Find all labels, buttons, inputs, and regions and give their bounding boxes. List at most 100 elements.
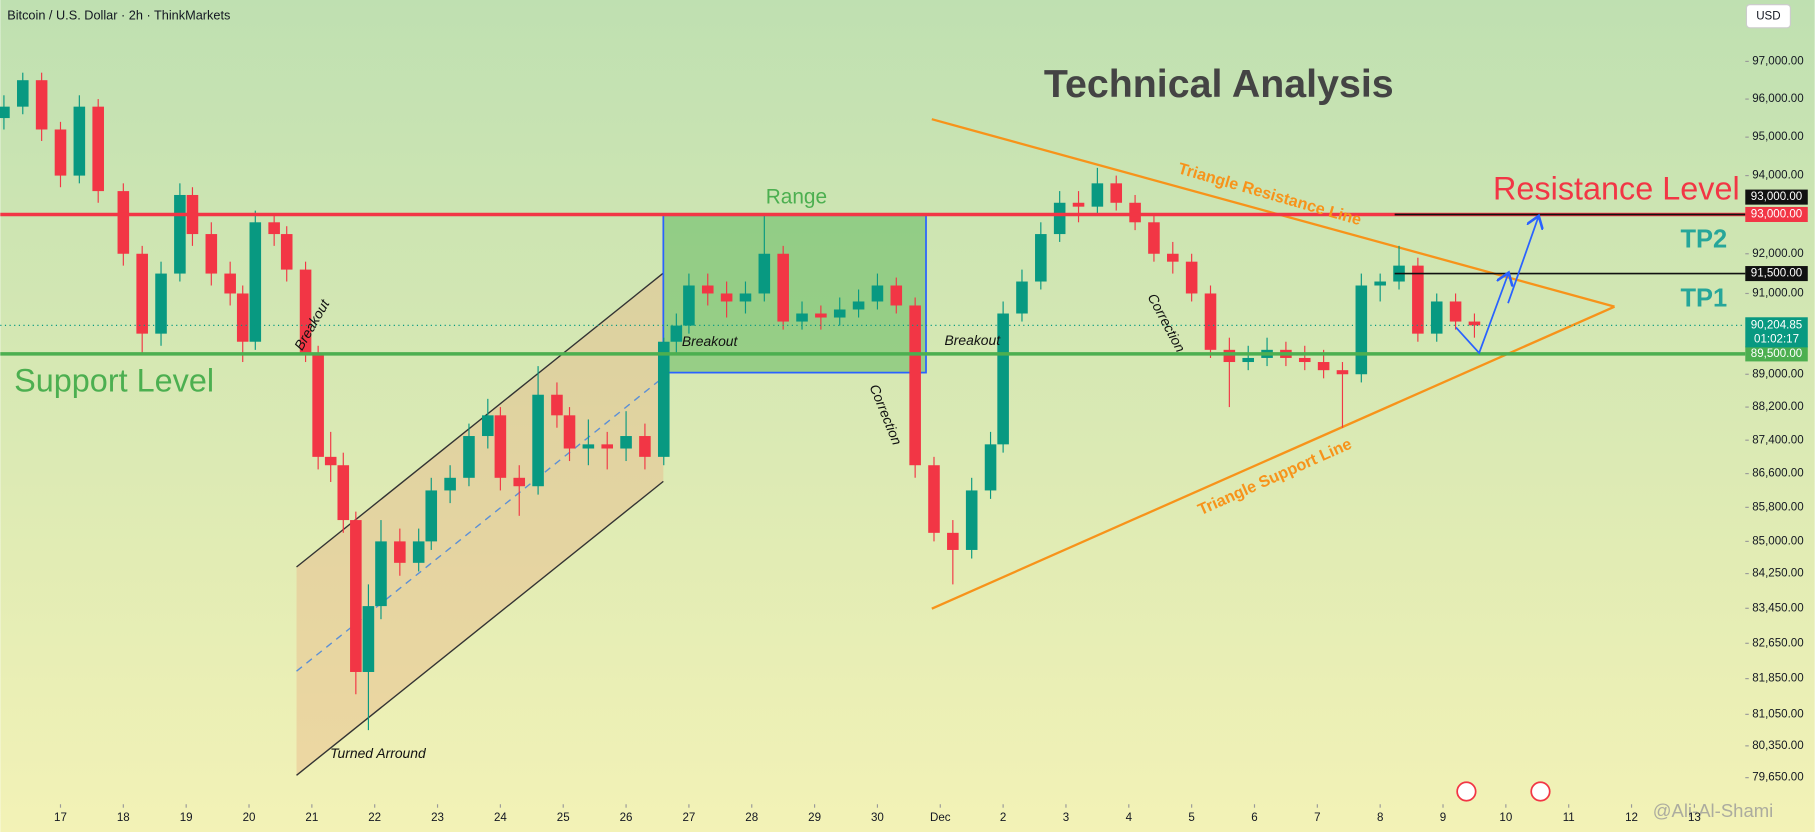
y-tick-label: 87,400.00 xyxy=(1752,434,1803,446)
candle-body xyxy=(965,490,978,550)
candle-body xyxy=(299,269,312,354)
annotation: Turned Arround xyxy=(330,745,427,761)
countdown: 01:02:17 xyxy=(1754,333,1799,345)
y-tick-label: 89,000.00 xyxy=(1752,368,1803,380)
candle-body xyxy=(683,285,695,326)
candle-body xyxy=(1242,357,1254,363)
candle-body xyxy=(1204,293,1217,350)
candle-body xyxy=(620,436,632,449)
levels xyxy=(0,212,1746,356)
x-tick-label: 21 xyxy=(305,812,318,824)
candle-body xyxy=(815,313,827,318)
price-tag-label: 91,500.00 xyxy=(1751,268,1802,280)
x-tick-label: 12 xyxy=(1625,812,1638,824)
candle-body xyxy=(54,129,67,176)
candle-body xyxy=(312,353,324,457)
candle-body xyxy=(280,234,293,270)
y-tick-label: 83,450.00 xyxy=(1752,602,1803,614)
candle-body xyxy=(0,106,10,119)
candle-body xyxy=(1091,183,1104,207)
candle-body xyxy=(494,415,507,478)
price-tag-label: 93,000.00 xyxy=(1751,191,1802,203)
candle-body xyxy=(513,477,526,487)
candle-body xyxy=(463,436,475,478)
candle-body xyxy=(1185,261,1198,294)
candle-body xyxy=(551,394,563,416)
x-tick-label: 25 xyxy=(557,812,570,824)
candle-body xyxy=(1374,281,1386,286)
candle-body xyxy=(174,194,186,274)
candle-body xyxy=(1430,301,1443,334)
candle-body xyxy=(701,285,714,294)
y-tick-label: 82,650.00 xyxy=(1752,637,1803,649)
candle-body xyxy=(909,305,921,466)
x-tick-label: 10 xyxy=(1499,812,1512,824)
x-tick-label: 24 xyxy=(494,812,507,824)
candle-body xyxy=(601,444,613,449)
x-tick-label: 22 xyxy=(368,812,381,824)
candle-body xyxy=(249,222,262,342)
candle-body xyxy=(1148,222,1160,254)
chart-title: Technical Analysis xyxy=(1044,62,1394,106)
y-tick-label: 97,000.00 xyxy=(1752,55,1803,67)
projection-arrow xyxy=(1455,274,1508,355)
candle-body xyxy=(1317,362,1330,371)
candle-body xyxy=(236,293,249,342)
candle-body xyxy=(833,309,846,318)
candle-body xyxy=(1110,183,1123,203)
candle-body xyxy=(337,465,350,521)
channel-lower xyxy=(296,480,664,776)
channel-upper xyxy=(296,272,664,568)
candle-body xyxy=(739,293,752,302)
target-name: TP2 xyxy=(1680,225,1727,253)
y-tick-label: 80,350.00 xyxy=(1752,740,1803,752)
y-tick-label: 91,000.00 xyxy=(1752,288,1803,300)
y-tick-label: 81,050.00 xyxy=(1752,708,1803,720)
x-tick-label: 9 xyxy=(1440,812,1446,824)
candle-body xyxy=(1449,301,1462,322)
candle-body xyxy=(852,301,865,310)
price-tag xyxy=(1745,206,1808,222)
price-tag xyxy=(1745,346,1808,362)
currency-button[interactable] xyxy=(1745,4,1791,29)
candle-body xyxy=(375,541,387,607)
candle-body xyxy=(482,415,494,437)
candle-body xyxy=(1016,281,1028,314)
candle-body xyxy=(890,285,903,306)
candle-body xyxy=(350,520,362,672)
y-tick-label: 96,000.00 xyxy=(1752,93,1803,105)
x-tick-label: 27 xyxy=(682,812,695,824)
candle-body xyxy=(639,436,651,457)
event-icon[interactable] xyxy=(1456,781,1477,802)
x-tick-label: 19 xyxy=(180,812,193,824)
candle-body xyxy=(412,541,425,563)
candle-body xyxy=(1223,349,1236,363)
candle-body xyxy=(117,191,130,254)
y-tick-label: 85,800.00 xyxy=(1752,501,1803,513)
candle-body xyxy=(1053,202,1066,235)
x-tick-label: 20 xyxy=(243,812,256,824)
x-tick-label: 28 xyxy=(745,812,758,824)
candle-body xyxy=(582,444,595,449)
target-name: TP1 xyxy=(1680,284,1727,312)
y-tick-label: 92,000.00 xyxy=(1752,248,1803,260)
price-tag xyxy=(1745,317,1808,348)
price-tag xyxy=(1745,266,1808,282)
watermark: @Ali-Al-Shami xyxy=(1653,800,1774,821)
candle-body xyxy=(1298,357,1311,363)
candle-body xyxy=(268,222,280,235)
header: Bitcoin / U.S. Dollar · 2h · ThinkMarket… xyxy=(7,8,230,23)
event-icon[interactable] xyxy=(1530,781,1551,802)
x-tick-label: 17 xyxy=(54,812,67,824)
price-tag-label: 93,000.00 xyxy=(1751,209,1802,221)
candle-body xyxy=(871,285,884,302)
x-tick-label: 2 xyxy=(1000,812,1006,824)
currency[interactable]: USD xyxy=(1756,10,1780,22)
candle-body xyxy=(657,341,670,457)
candle-body xyxy=(1336,370,1349,375)
candle-body xyxy=(155,273,167,334)
x-tick-label: 11 xyxy=(1563,812,1575,824)
candle-body xyxy=(205,234,218,274)
candle-body xyxy=(563,415,576,449)
